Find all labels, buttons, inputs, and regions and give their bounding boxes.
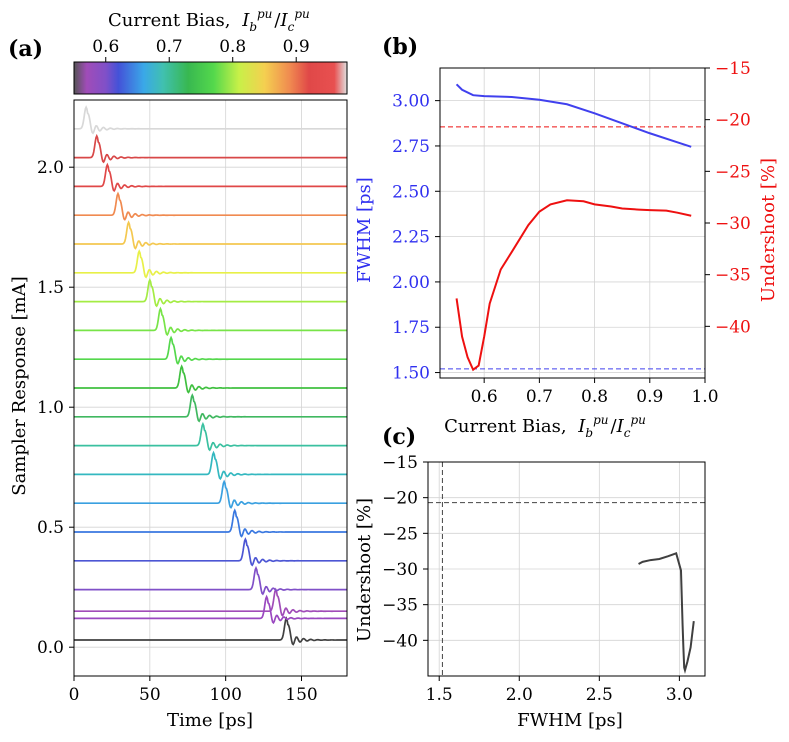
colorbar-title-text: Current Bias, [108,10,230,31]
panel-b-y2tick-label: −25 [715,162,751,182]
colorbar: 0.6 0.7 0.8 0.9 [73,37,348,95]
panel-b-xlabel: Current Bias, Ibpu/Icpu [444,413,646,440]
panel-b-xtick-label: 0.7 [526,387,553,407]
panel-c-ytick-label: −35 [382,596,418,616]
panel-c-ytick-label: −40 [382,631,418,651]
colorbar-tick-label: 0.9 [283,37,310,57]
svg-text:Current Bias, Ibpu/Icpu: Current Bias, Ibpu/Icpu [444,413,646,440]
panel-b-y2tick-label: −15 [715,59,751,79]
undershoot-line [455,199,692,372]
colorbar-rect [73,61,348,95]
panel-a-xtick-label: 100 [209,685,241,705]
trace-line [74,421,347,452]
panel-a-frame [73,99,348,677]
panel-b-xtick-label: 0.9 [636,387,663,407]
trace-line [74,277,347,308]
svg-text:Current Bias, Ibpu/Icpu: Current Bias, Ibpu/Icpu [108,7,310,34]
trace-line [74,105,347,135]
trace-line [74,249,347,279]
panel-c-ylabel: Undershoot [%] [354,498,375,642]
trace-line [74,306,347,337]
panel-b-xtick-label: 0.6 [471,387,498,407]
panel-a-xtick-label: 150 [285,685,317,705]
colorbar-tick-label: 0.7 [156,37,183,57]
trace-line [74,450,347,481]
panel-c-ytick-label: −20 [382,489,418,509]
panel-c-xtick-label: 2.0 [506,685,533,705]
trace-line [74,537,347,567]
trace-line [74,220,347,250]
panel-b-frame [439,67,706,379]
panel-b-ytick-label: 1.50 [392,364,430,384]
panel-a-ytick-label: 2.0 [37,158,64,178]
panel-c-ytick-label: −25 [382,524,418,544]
trace-line [74,565,347,596]
panel-label-c: (c) [382,424,416,450]
panel-b-ytick-label: 2.75 [392,137,430,157]
trace-line [74,594,347,625]
panel-b-ytick-label: 3.00 [392,92,430,112]
panel-label-b: (b) [382,34,418,60]
colorbar-tick-label: 0.6 [92,37,119,57]
panel-b-y2tick-label: −40 [715,317,751,337]
panel-b-y2tick-label: −20 [715,111,751,131]
trace-line [74,587,347,617]
panel-c-ytick-label: −15 [382,453,418,473]
colorbar-title: Current Bias, Ibpu/Icpu [108,7,310,34]
panel-c-xtick-label: 2.5 [586,685,613,705]
panel-b-xlabel-text: Current Bias, [444,416,566,437]
panel-b-plot: 0.6 0.7 0.8 0.9 1.0 1.50 1.75 2.00 2.25 2.50 2.75 3… [392,59,751,407]
panel-c-xtick-label: 3.0 [666,685,693,705]
panel-a-ytick-label: 1.5 [37,278,64,298]
panel-a-plot: 0 50 100 150 0.0 0.5 1.0 1.5 2.0 [37,99,348,705]
trace-line [74,616,347,646]
panel-c-ytick-label: −30 [382,560,418,580]
panel-b-xtick-label: 0.8 [581,387,608,407]
panel-b-ytick-label: 2.00 [392,273,430,293]
trace-line [74,133,347,164]
trace-line [74,162,347,193]
panel-a-ytick-label: 1.0 [37,398,64,418]
panel-c-xlabel: FWHM [ps] [517,710,623,731]
panel-a-xtick-label: 0 [69,685,80,705]
panel-b-y2tick-label: −30 [715,214,751,234]
panel-label-a: (a) [8,36,43,62]
trace-line [74,335,347,365]
panel-b-y2label: Undershoot [%] [758,158,779,302]
panel-b-y2tick-label: −35 [715,266,751,286]
trace-line [74,191,347,221]
fwhm-line [455,83,692,148]
trace-line [74,393,347,423]
panel-a-ytick-label: 0.5 [37,518,64,538]
panel-b-ytick-label: 2.25 [392,228,430,248]
trace-line [74,508,347,538]
trace-line [74,364,347,394]
panel-a-xlabel: Time [ps] [167,710,253,731]
panel-a-ytick-label: 0.0 [37,638,64,658]
panel-c-plot: 1.5 2.0 2.5 3.0 −40 −35 −30 −25 −20 −15 [382,453,706,705]
panel-b-xtick-label: 1.0 [691,387,718,407]
panel-a-xtick-label: 50 [139,685,161,705]
panel-c-frame [427,461,706,677]
panel-b-ylabel: FWHM [ps] [354,177,375,283]
panel-a-ylabel: Sampler Response [mA] [9,276,30,496]
panel-b-ytick-label: 1.75 [392,318,430,338]
trace-line [74,479,347,509]
panel-b-ytick-label: 2.50 [392,182,430,202]
colorbar-tick-label: 0.8 [219,37,246,57]
undershoot-vs-fwhm-line [638,552,695,674]
panel-c-xtick-label: 1.5 [426,685,453,705]
